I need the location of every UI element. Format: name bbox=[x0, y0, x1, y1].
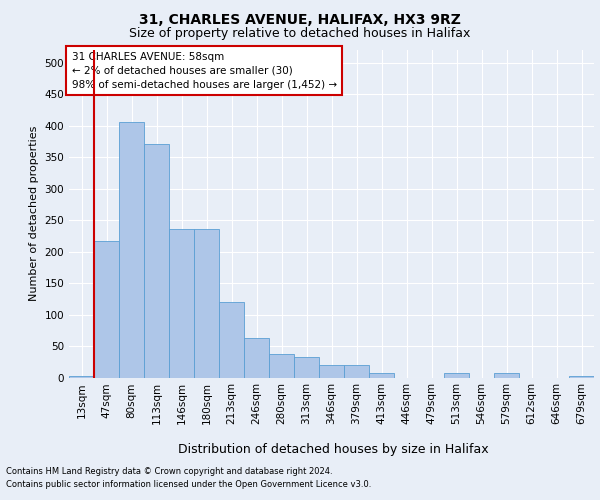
Bar bbox=[169, 230, 194, 378]
Bar bbox=[269, 354, 294, 378]
Bar bbox=[569, 376, 594, 378]
Text: Contains HM Land Registry data © Crown copyright and database right 2024.: Contains HM Land Registry data © Crown c… bbox=[6, 468, 332, 476]
Bar bbox=[219, 302, 244, 378]
Bar bbox=[144, 144, 169, 378]
Bar bbox=[444, 373, 469, 378]
Bar bbox=[494, 373, 519, 378]
Text: Contains public sector information licensed under the Open Government Licence v3: Contains public sector information licen… bbox=[6, 480, 371, 489]
Text: Size of property relative to detached houses in Halifax: Size of property relative to detached ho… bbox=[130, 28, 470, 40]
Text: 31 CHARLES AVENUE: 58sqm
← 2% of detached houses are smaller (30)
98% of semi-de: 31 CHARLES AVENUE: 58sqm ← 2% of detache… bbox=[71, 52, 337, 90]
Bar bbox=[119, 122, 144, 378]
Bar bbox=[94, 242, 119, 378]
Text: Distribution of detached houses by size in Halifax: Distribution of detached houses by size … bbox=[178, 442, 488, 456]
Bar bbox=[344, 365, 369, 378]
Y-axis label: Number of detached properties: Number of detached properties bbox=[29, 126, 39, 302]
Text: 31, CHARLES AVENUE, HALIFAX, HX3 9RZ: 31, CHARLES AVENUE, HALIFAX, HX3 9RZ bbox=[139, 12, 461, 26]
Bar bbox=[319, 365, 344, 378]
Bar bbox=[69, 376, 94, 378]
Bar bbox=[244, 338, 269, 378]
Bar bbox=[294, 358, 319, 378]
Bar bbox=[194, 230, 219, 378]
Bar bbox=[369, 373, 394, 378]
